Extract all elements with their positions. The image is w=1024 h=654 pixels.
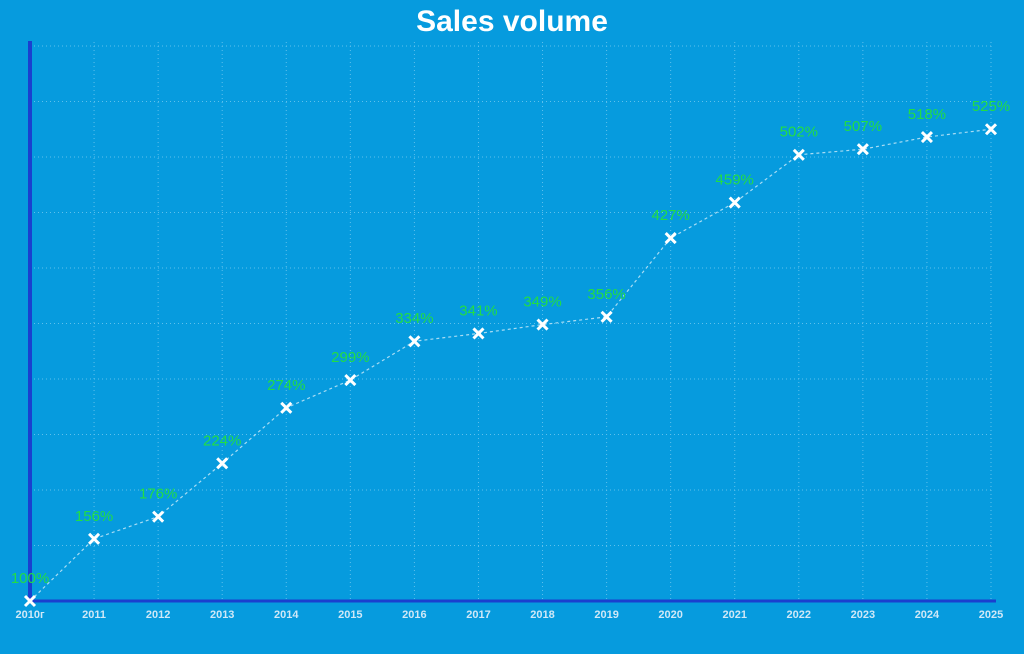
data-label: 507% xyxy=(844,118,882,135)
marker xyxy=(792,148,805,161)
data-label: 341% xyxy=(459,302,497,319)
data-label: 299% xyxy=(331,349,369,366)
data-label: 525% xyxy=(972,98,1010,115)
data-label: 176% xyxy=(139,486,177,503)
marker xyxy=(344,374,357,387)
x-tick-label: 2023 xyxy=(851,609,875,621)
marker xyxy=(472,327,485,340)
x-tick-label: 2021 xyxy=(722,609,746,621)
marker xyxy=(216,457,229,470)
x-tick-label: 2020 xyxy=(658,609,682,621)
data-label: 334% xyxy=(395,310,433,327)
marker xyxy=(856,143,869,156)
data-label: 274% xyxy=(267,377,305,394)
x-tick-label: 2019 xyxy=(594,609,618,621)
marker xyxy=(984,123,998,136)
data-label: 427% xyxy=(651,207,689,224)
data-label: 156% xyxy=(75,508,113,525)
x-tick-label: 2010г xyxy=(15,609,44,621)
data-label: 224% xyxy=(203,432,241,449)
marker xyxy=(728,196,741,209)
x-tick-label: 2018 xyxy=(530,609,554,621)
marker xyxy=(408,335,421,348)
series-line xyxy=(29,128,992,602)
x-tick-label: 2022 xyxy=(787,609,811,621)
marker xyxy=(600,310,613,323)
marker xyxy=(664,231,677,245)
marker xyxy=(536,318,549,331)
marker xyxy=(152,510,165,523)
x-tick-label: 2013 xyxy=(210,609,234,621)
x-tick-label: 2014 xyxy=(274,609,299,621)
marker xyxy=(23,594,37,608)
x-tick-label: 2025 xyxy=(979,609,1003,621)
x-tick-label: 2015 xyxy=(338,609,362,621)
data-label: 349% xyxy=(523,294,561,311)
x-tick-label: 2011 xyxy=(82,609,106,621)
data-label: 459% xyxy=(716,171,754,188)
data-label: 356% xyxy=(587,286,625,303)
data-label: 100% xyxy=(11,570,49,587)
data-label: 518% xyxy=(908,106,946,123)
marker xyxy=(280,401,293,414)
marker xyxy=(920,130,933,144)
x-tick-label: 2024 xyxy=(915,609,940,621)
marker xyxy=(88,532,101,545)
x-tick-label: 2017 xyxy=(466,609,490,621)
x-tick-label: 2012 xyxy=(146,609,170,621)
data-label: 502% xyxy=(780,124,818,141)
chart-title: Sales volume xyxy=(416,5,608,38)
x-tick-label: 2016 xyxy=(402,609,426,621)
